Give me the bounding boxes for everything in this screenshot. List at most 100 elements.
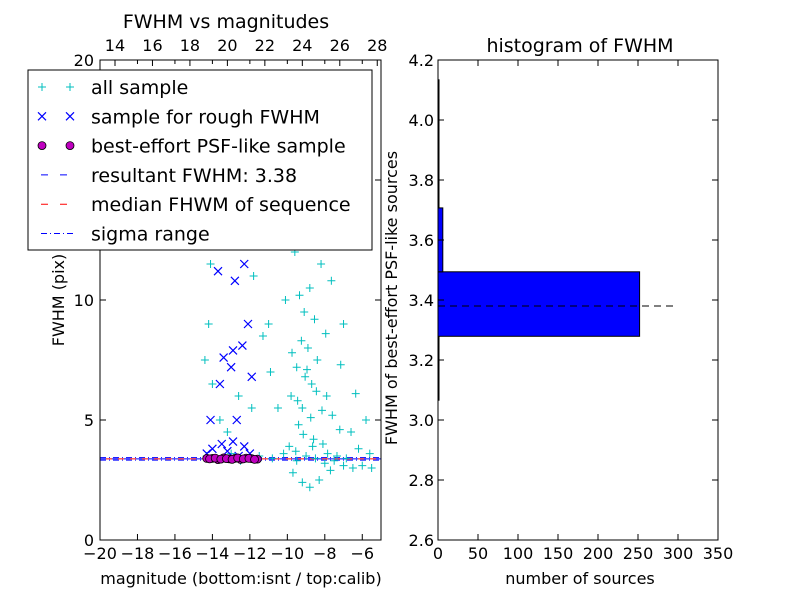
legend-box: [27, 69, 373, 251]
legend: all sample sample for rough FWHM best-effo…: [27, 69, 373, 251]
data-point: [292, 363, 301, 372]
data-point: [226, 362, 236, 372]
legend-entry: median FHWM of sequence: [41, 194, 351, 216]
data-point: [305, 284, 314, 292]
data-point: [309, 435, 318, 444]
data-point: [250, 454, 259, 464]
data-point: [312, 387, 321, 396]
data-point: [288, 468, 297, 477]
data-point: [330, 456, 339, 465]
data-point: [307, 380, 316, 388]
data-point: [328, 411, 337, 420]
legend-label: resultant FWHM: 3.38: [91, 165, 297, 187]
data-point: [302, 452, 311, 460]
histogram-ticks: 0 50 100 150 200 250 300 350 2.6 2.8 3.0 3.2 3.4 3.6 3…: [409, 51, 734, 563]
data-point: [318, 440, 327, 448]
top-x-tick-label: 28: [367, 36, 387, 55]
data-point: [320, 459, 329, 468]
data-point: [310, 315, 319, 324]
data-point: [327, 276, 336, 285]
scatter-ylabel: FWHM (pix): [49, 254, 68, 347]
scatter-plot-area: [100, 80, 381, 492]
x-tick-label: −20: [83, 544, 117, 563]
series-0: [200, 80, 376, 492]
hist-y-tick-label: 3.6: [409, 231, 434, 250]
data-point: [303, 365, 312, 374]
data-point: [228, 437, 238, 447]
hist-y-tick-label: 3.8: [409, 171, 434, 190]
data-point: [228, 345, 238, 355]
data-point: [264, 320, 273, 328]
data-point: [279, 449, 288, 458]
hist-y-tick-label: 3.0: [409, 411, 434, 430]
data-point: [266, 368, 275, 376]
legend-marker: [37, 141, 47, 151]
data-point: [219, 353, 229, 363]
histogram-ylabel: FWHM of best-effort PSF-like sources: [382, 151, 401, 445]
legend-entry: all sample: [38, 77, 188, 99]
hist-y-tick-label: 4.0: [409, 111, 434, 130]
data-point: [335, 425, 344, 434]
data-point: [362, 416, 371, 424]
y-tick-label: 20: [74, 51, 94, 70]
hist-y-tick-label: 2.8: [409, 471, 434, 490]
data-point: [315, 476, 324, 484]
scatter-title: FWHM vs magnitudes: [123, 11, 329, 33]
data-point: [292, 456, 301, 465]
data-point: [298, 478, 307, 487]
data-point: [291, 447, 300, 456]
top-x-tick-label: 18: [180, 36, 200, 55]
legend-entry: resultant FWHM: 3.38: [41, 165, 297, 187]
legend-marker: [38, 83, 46, 91]
top-x-tick-label: 24: [292, 36, 312, 55]
data-point: [281, 296, 290, 304]
data-point: [339, 461, 348, 470]
data-point: [206, 260, 215, 268]
data-point: [243, 319, 253, 329]
data-point: [249, 272, 258, 280]
data-point: [367, 464, 376, 472]
data-point: [293, 396, 302, 405]
data-point: [306, 413, 315, 422]
data-point: [215, 416, 224, 424]
histogram-bar: [438, 271, 641, 337]
data-point: [258, 332, 267, 340]
data-point: [347, 428, 356, 436]
histogram-panel: histogram of FWHM 0 50 100 150 200 250 300 350 2…: [382, 35, 733, 588]
data-point: [332, 452, 341, 460]
hist-x-tick-label: 100: [503, 544, 534, 563]
data-point: [365, 449, 374, 458]
series-1: [202, 259, 257, 461]
hist-y-tick-label: 4.2: [409, 51, 434, 70]
legend-label: all sample: [91, 77, 188, 99]
x-tick-label: −14: [196, 544, 230, 563]
data-point: [247, 404, 256, 412]
hist-x-tick-label: 200: [583, 544, 614, 563]
hist-x-tick-label: 300: [663, 544, 694, 563]
legend-entry: sigma range: [41, 224, 210, 246]
hist-x-tick-label: 350: [703, 544, 734, 563]
data-point: [317, 406, 326, 415]
data-point: [230, 276, 240, 286]
data-point: [323, 449, 332, 458]
data-point: [354, 444, 363, 453]
data-point: [300, 308, 309, 316]
data-point: [217, 439, 227, 449]
top-x-tick-label: 16: [142, 36, 162, 55]
data-point: [295, 291, 304, 300]
histogram-title: histogram of FWHM: [486, 35, 673, 57]
data-point: [208, 380, 217, 388]
data-point: [239, 259, 249, 269]
legend-label: sample for rough FWHM: [91, 106, 320, 128]
legend-marker: [65, 141, 75, 151]
top-x-tick-label: 26: [330, 36, 350, 55]
data-point: [287, 392, 296, 400]
histogram-plot-area: [438, 79, 678, 401]
top-x-tick-label: 14: [105, 36, 125, 55]
legend-label: best-effort PSF-like sample: [91, 136, 346, 158]
data-point: [206, 415, 215, 425]
data-point: [348, 464, 357, 472]
x-tick-label: −12: [233, 544, 267, 563]
hist-x-tick-label: 0: [433, 544, 443, 563]
hist-y-tick-label: 3.2: [409, 351, 434, 370]
